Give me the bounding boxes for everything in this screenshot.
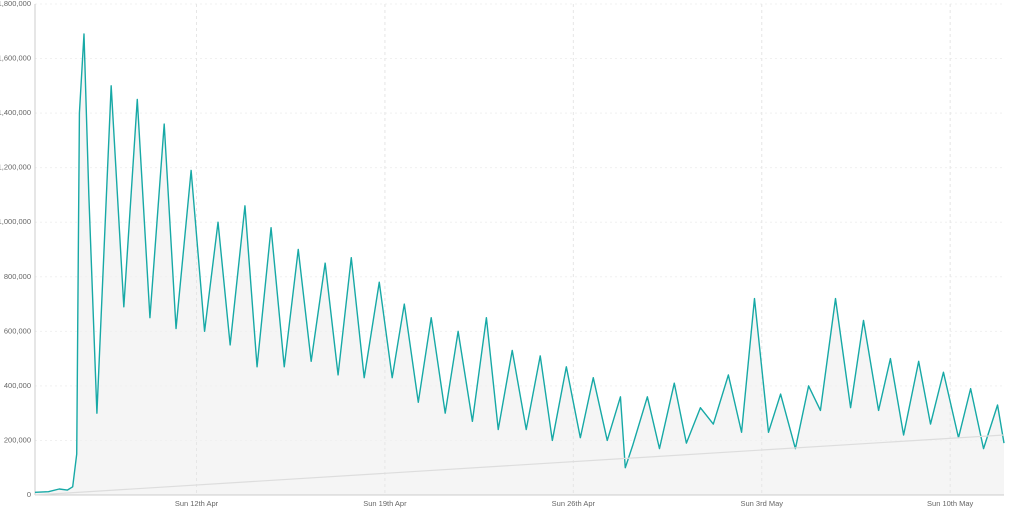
y-tick-label: 0 (27, 490, 31, 499)
y-tick-label: 800,000 (4, 272, 31, 281)
x-tick-label: Sun 3rd May (740, 499, 783, 508)
x-tick-label: Sun 10th May (927, 499, 974, 508)
line (34, 33, 1005, 493)
x-tick-label: Sun 12th Apr (175, 499, 219, 508)
y-tick-label: 600,000 (4, 326, 31, 335)
y-tick-label: 400,000 (4, 381, 31, 390)
x-tick-label: Sun 19th Apr (363, 499, 407, 508)
x-tick-label: Sun 26th Apr (552, 499, 596, 508)
area (35, 34, 1004, 495)
y-tick-label: 200,000 (4, 435, 31, 444)
y-tick-label: 1,200,000 (0, 163, 31, 172)
y-tick-label: 1,000,000 (0, 217, 31, 226)
y-tick-label: 1,600,000 (0, 54, 31, 63)
y-tick-label: 1,400,000 (0, 108, 31, 117)
line (34, 434, 1005, 496)
y-tick-label: 1,800,000 (0, 0, 31, 8)
